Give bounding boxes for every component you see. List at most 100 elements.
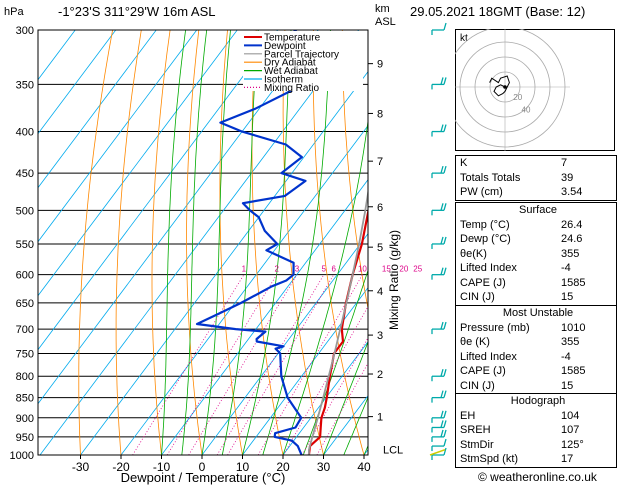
wind-barb (431, 420, 447, 433)
surface-value: 15 (561, 291, 574, 303)
wet-adiabat-line (181, 30, 208, 455)
surface-value: -4 (561, 262, 571, 274)
isotherm-line (38, 30, 117, 135)
legend-entry: Parcel Trajectory (264, 49, 339, 60)
hodograph-stat-row: StmSpd (kt) 17 (456, 452, 616, 467)
location-title: -1°23'S 311°29'W 16m ASL (58, 4, 216, 19)
wind-barb (431, 438, 447, 452)
most-unstable-value: 1010 (561, 321, 586, 334)
most-unstable-label: θe (K) (460, 336, 490, 348)
surface-value: 26.4 (561, 218, 583, 231)
isotherm-line (80, 71, 368, 455)
legend-entry: Wet Adiabat (264, 66, 318, 77)
most-unstable-value: -4 (561, 350, 571, 363)
hodograph-stat-label: EH (460, 409, 476, 422)
dewpoint-curve (195, 30, 329, 455)
x-tick-label: 10 (236, 460, 250, 474)
most-unstable-panel: Most Unstable Pressure (mb) 1010 θe (K) 355… (455, 305, 617, 394)
most-unstable-value: 15 (561, 379, 574, 392)
km-tick-label: 5 (377, 242, 383, 254)
km-tick-label: 7 (377, 156, 383, 168)
pressure-tick-label: 550 (16, 239, 34, 251)
most-unstable-label: CAPE (J) (460, 365, 506, 377)
wind-barb (431, 124, 447, 137)
dry-adiabat-line (115, 30, 142, 455)
hodograph-stat-row: EH 104 (456, 409, 616, 424)
mixing-ratio-label: 15 (382, 265, 391, 274)
hodograph-stat-row: StmDir 125° (456, 438, 616, 453)
km-tick-label: 8 (377, 108, 383, 120)
isotherm-line (38, 30, 198, 243)
hodograph-stats-title: Hodograph (510, 395, 566, 407)
hodograph-stat-label: StmDir (460, 438, 494, 451)
most-unstable-row: θe (K) 355 (456, 335, 616, 350)
x-tick-label: 40 (357, 460, 371, 474)
wind-barb (431, 267, 447, 280)
most-unstable-row: Lifted Index -4 (456, 350, 616, 365)
surface-row: CIN (J) 15 (456, 290, 616, 305)
surface-row: Lifted Index -4 (456, 261, 616, 276)
surface-label: Dewp (°C) (460, 233, 511, 245)
wind-barb (431, 369, 447, 382)
hodograph-stat-label: StmSpd (kt) (460, 453, 519, 465)
most-unstable-value: 355 (561, 336, 580, 348)
surface-panel: Surface Temp (°C) 26.4 Dewp (°C) 24.6 θe(K) 3… (455, 202, 617, 306)
most-unstable-label: Pressure (mb) (460, 321, 530, 334)
y-axis-title-mixing-ratio: Mixing Ratio (g/kg) (387, 230, 401, 330)
hodograph-stat-value: 104 (561, 409, 580, 422)
pressure-tick-label: 1000 (10, 450, 34, 462)
km-tick-label: 4 (377, 286, 383, 298)
indices-panel: K 7 Totals Totals 39 PW (cm) 3.54 (455, 155, 617, 201)
mixing-ratio-label: 25 (413, 265, 422, 274)
dry-adiabat-line (151, 30, 171, 455)
pressure-tick-label: 450 (16, 168, 34, 180)
mixing-ratio-label: 2 (274, 265, 279, 274)
surface-row: Temp (°C) 26.4 (456, 218, 616, 233)
wind-barb (431, 447, 447, 460)
index-row: Totals Totals 39 (456, 171, 616, 186)
surface-title: Surface (519, 204, 557, 216)
pressure-tick-label: 850 (16, 393, 34, 405)
hodograph-ring-label: 40 (522, 106, 531, 115)
wet-adiabat-line (201, 30, 231, 455)
mixing-ratio-label: 1 (242, 265, 247, 274)
wind-barb (431, 429, 447, 442)
hodograph-stat-value: 17 (561, 453, 574, 465)
wet-adiabat-line (323, 340, 368, 455)
km-tick-label: 1 (377, 412, 383, 424)
surface-label: Lifted Index (460, 262, 517, 274)
index-label: PW (cm) (460, 186, 503, 198)
index-value: 3.54 (561, 186, 583, 198)
isotherm-line (39, 30, 360, 455)
isotherm-line (38, 30, 319, 405)
most-unstable-label: Lifted Index (460, 350, 517, 363)
most-unstable-row: CAPE (J) 1585 (456, 364, 616, 379)
wet-adiabat-line (262, 30, 331, 455)
wind-barb (431, 22, 447, 35)
pressure-tick-label: 500 (16, 205, 34, 217)
mixing-ratio-line (301, 336, 368, 455)
wet-adiabat-line (221, 30, 259, 455)
hodograph-stat-value: 125° (561, 438, 584, 451)
surface-label: Temp (°C) (460, 218, 510, 231)
surface-value: 1585 (561, 276, 586, 289)
parcel-trajectory-curve (308, 187, 368, 455)
wind-barb (431, 321, 447, 335)
km-tick-label: 9 (377, 59, 383, 71)
x-axis-title: Dewpoint / Temperature (°C) (121, 470, 286, 485)
footer-credit: © weatheronline.co.uk (478, 470, 597, 484)
mixing-ratio-line (257, 274, 363, 455)
index-label: K (460, 157, 468, 169)
pressure-tick-label: 600 (16, 270, 34, 282)
wind-barb (431, 77, 447, 90)
wet-adiabat-line (343, 396, 368, 455)
wind-barb (431, 203, 447, 216)
wind-barb (431, 165, 447, 179)
surface-value: 24.6 (561, 233, 583, 245)
mixing-ratio-label: 6 (331, 265, 336, 274)
dry-adiabat-line (186, 30, 203, 455)
hodograph-trace (489, 75, 510, 97)
surface-row: CAPE (J) 1585 (456, 276, 616, 291)
